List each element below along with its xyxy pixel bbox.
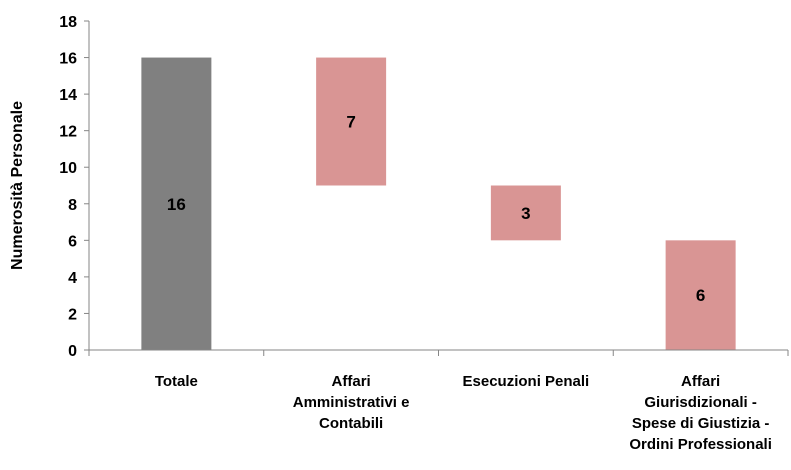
category-label-4: Affari Giurisdizionali -Spese di Giustizi…: [629, 373, 772, 453]
y-ticks-layer: 0 2 4 6 8 10 12 14 16 18: [59, 14, 789, 360]
bar-1: [141, 57, 212, 351]
category-label-2: Affari Amministrativi e Contabili: [293, 373, 410, 432]
category-label-1: Totale: [155, 373, 198, 390]
category-label-3: Esecuzioni Penali: [463, 373, 590, 390]
bars-layer: [141, 57, 736, 351]
y-tick-label-2: 2: [68, 306, 77, 323]
bar-3: [490, 185, 561, 241]
y-tick-label-4: 4: [68, 270, 77, 287]
y-tick-label-10: 10: [59, 160, 77, 177]
y-tick-label-6: 6: [68, 233, 77, 250]
y-tick-label-8: 8: [68, 197, 77, 214]
data-label-2: 7: [346, 113, 355, 132]
data-label-1: 16: [167, 195, 186, 214]
y-tick-label-12: 12: [59, 124, 77, 141]
data-label-3: 3: [521, 204, 530, 223]
data-label-4: 6: [696, 286, 705, 305]
y-tick-label-18: 18: [59, 14, 77, 31]
y-tick-label-14: 14: [59, 87, 77, 104]
bar-4: [665, 240, 736, 350]
y-tick-label-0: 0: [68, 343, 77, 360]
bar-2: [316, 57, 387, 186]
category-labels-layer: Totale Affari Amministrativi e Contabili Ese…: [155, 373, 772, 453]
y-axis-title: Numerosità Personale: [9, 101, 26, 270]
data-labels-layer: 16 7 3 6: [167, 113, 705, 306]
y-tick-label-16: 16: [59, 51, 77, 68]
